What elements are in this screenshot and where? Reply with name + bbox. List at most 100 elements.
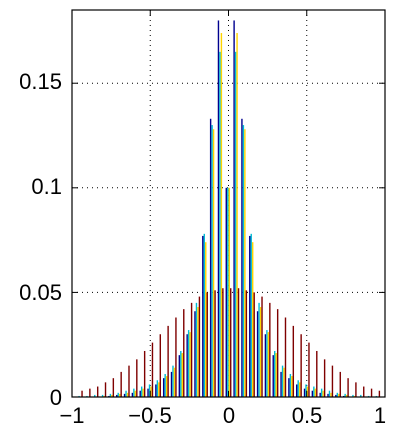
bar-series-1-bin-12: [172, 365, 174, 397]
bar-series-0-bin-28: [296, 384, 298, 397]
bar-series-2-bin-8: [142, 388, 144, 397]
bar-series-2-bin-6: [126, 392, 129, 397]
bar-series-1-bin-3: [101, 394, 104, 397]
bar-series-1-bin-27: [289, 373, 292, 397]
bar-series-2-bin-12: [173, 367, 176, 397]
bar-series-1-bin-22: [250, 233, 252, 397]
bar-series-1-bin-34: [344, 393, 346, 397]
bars: [78, 20, 381, 398]
bar-series-0-bin-21: [241, 118, 243, 397]
bar-series-3-bin-35: [355, 382, 357, 397]
bar-series-1-bin-9: [148, 384, 151, 397]
bar-series-0-bin-9: [147, 388, 149, 397]
bar-series-0-bin-10: [155, 384, 157, 397]
bar-series-3-bin-22: [253, 292, 255, 397]
bar-series-1-bin-30: [313, 386, 315, 397]
bar-series-3-bin-20: [237, 288, 240, 397]
bar-series-0-bin-32: [327, 393, 329, 397]
bar-series-3-bin-33: [339, 371, 341, 397]
bar-series-0-bin-19: [225, 187, 227, 397]
bar-series-3-bin-26: [284, 317, 287, 397]
bar-series-2-bin-22: [252, 242, 254, 397]
bar-series-3-bin-11: [167, 325, 169, 397]
bar-series-3-bin-30: [316, 350, 318, 397]
bar-series-0-bin-17: [209, 118, 212, 397]
bar-series-2-bin-19: [228, 187, 230, 397]
bar-series-1-bin-11: [164, 373, 166, 397]
bar-series-3-bin-1: [89, 388, 91, 397]
bar-series-2-bin-25: [275, 353, 277, 397]
bar-series-2-bin-27: [291, 376, 293, 397]
y-tick-label-3: 0.15: [19, 69, 62, 94]
bar-series-0-bin-29: [303, 388, 306, 397]
bar-series-3-bin-37: [370, 388, 373, 397]
bar-series-1-bin-23: [258, 302, 260, 397]
bar-series-2-bin-34: [345, 394, 348, 397]
bar-series-0-bin-33: [335, 394, 337, 397]
bar-series-1-bin-36: [360, 394, 362, 397]
bar-series-3-bin-16: [206, 292, 208, 397]
bar-series-1-bin-19: [227, 187, 229, 397]
bar-series-0-bin-20: [233, 20, 235, 397]
bar-series-3-bin-18: [222, 288, 224, 397]
bar-series-1-bin-4: [109, 393, 112, 397]
bar-series-1-bin-10: [156, 380, 159, 397]
bar-series-2-bin-29: [306, 386, 309, 397]
bar-series-3-bin-8: [143, 350, 146, 397]
bar-series-3-bin-3: [104, 382, 107, 397]
bar-series-0-bin-11: [162, 378, 165, 397]
bar-series-2-bin-9: [150, 386, 152, 397]
bar-series-1-bin-13: [180, 350, 182, 397]
bar-series-2-bin-28: [298, 382, 301, 397]
bar-series-3-bin-24: [269, 302, 271, 397]
bar-series-1-bin-18: [219, 51, 221, 398]
bar-series-2-bin-20: [236, 33, 238, 398]
bar-series-3-bin-31: [323, 359, 326, 397]
y-tick-label-1: 0.05: [19, 280, 62, 305]
bar-series-2-bin-5: [118, 393, 121, 397]
bar-series-3-bin-10: [159, 334, 161, 397]
bar-series-1-bin-5: [117, 392, 119, 397]
bar-series-3-bin-14: [190, 302, 193, 397]
bar-series-0-bin-30: [311, 390, 314, 397]
bar-series-1-bin-28: [297, 380, 299, 397]
bar-series-2-bin-32: [330, 392, 332, 397]
bar-series-2-bin-31: [322, 390, 324, 397]
bar-series-0-bin-22: [249, 235, 251, 397]
bar-series-0-bin-26: [280, 371, 282, 397]
bar-series-2-bin-10: [158, 382, 160, 397]
bar-series-1-bin-7: [133, 388, 135, 397]
bar-series-2-bin-30: [314, 388, 317, 397]
bar-series-1-bin-14: [187, 330, 190, 397]
bar-series-0-bin-25: [272, 355, 274, 397]
bar-series-2-bin-23: [259, 307, 262, 397]
bar-series-3-bin-27: [292, 325, 295, 397]
y-tick-label-0: 0: [50, 385, 62, 410]
bar-series-3-bin-2: [96, 386, 99, 397]
bar-series-2-bin-17: [212, 129, 215, 397]
bar-series-1-bin-24: [266, 330, 268, 397]
bar-series-3-bin-17: [214, 290, 216, 397]
bar-series-3-bin-36: [363, 386, 365, 397]
bar-series-2-bin-18: [220, 33, 223, 398]
bar-series-2-bin-21: [244, 129, 246, 397]
bar-series-2-bin-26: [283, 367, 285, 397]
x-tick-label-3: 0.5: [292, 403, 323, 428]
bar-series-3-bin-13: [183, 309, 185, 397]
bar-series-1-bin-33: [336, 392, 339, 397]
bar-series-1-bin-32: [328, 390, 331, 397]
bar-series-2-bin-33: [338, 393, 340, 397]
bar-series-0-bin-24: [264, 334, 267, 397]
y-tick-label-2: 0.1: [31, 174, 62, 199]
bar-series-0-bin-27: [288, 378, 290, 397]
bar-series-2-bin-14: [189, 332, 191, 397]
x-tick-label-0: −1: [59, 403, 84, 428]
bar-series-3-bin-25: [276, 309, 279, 397]
bar-series-2-bin-24: [267, 332, 270, 397]
bar-series-2-bin-11: [165, 376, 168, 397]
bar-series-3-bin-34: [347, 378, 349, 397]
bar-series-0-bin-31: [319, 392, 321, 397]
bar-series-3-bin-12: [175, 317, 177, 397]
